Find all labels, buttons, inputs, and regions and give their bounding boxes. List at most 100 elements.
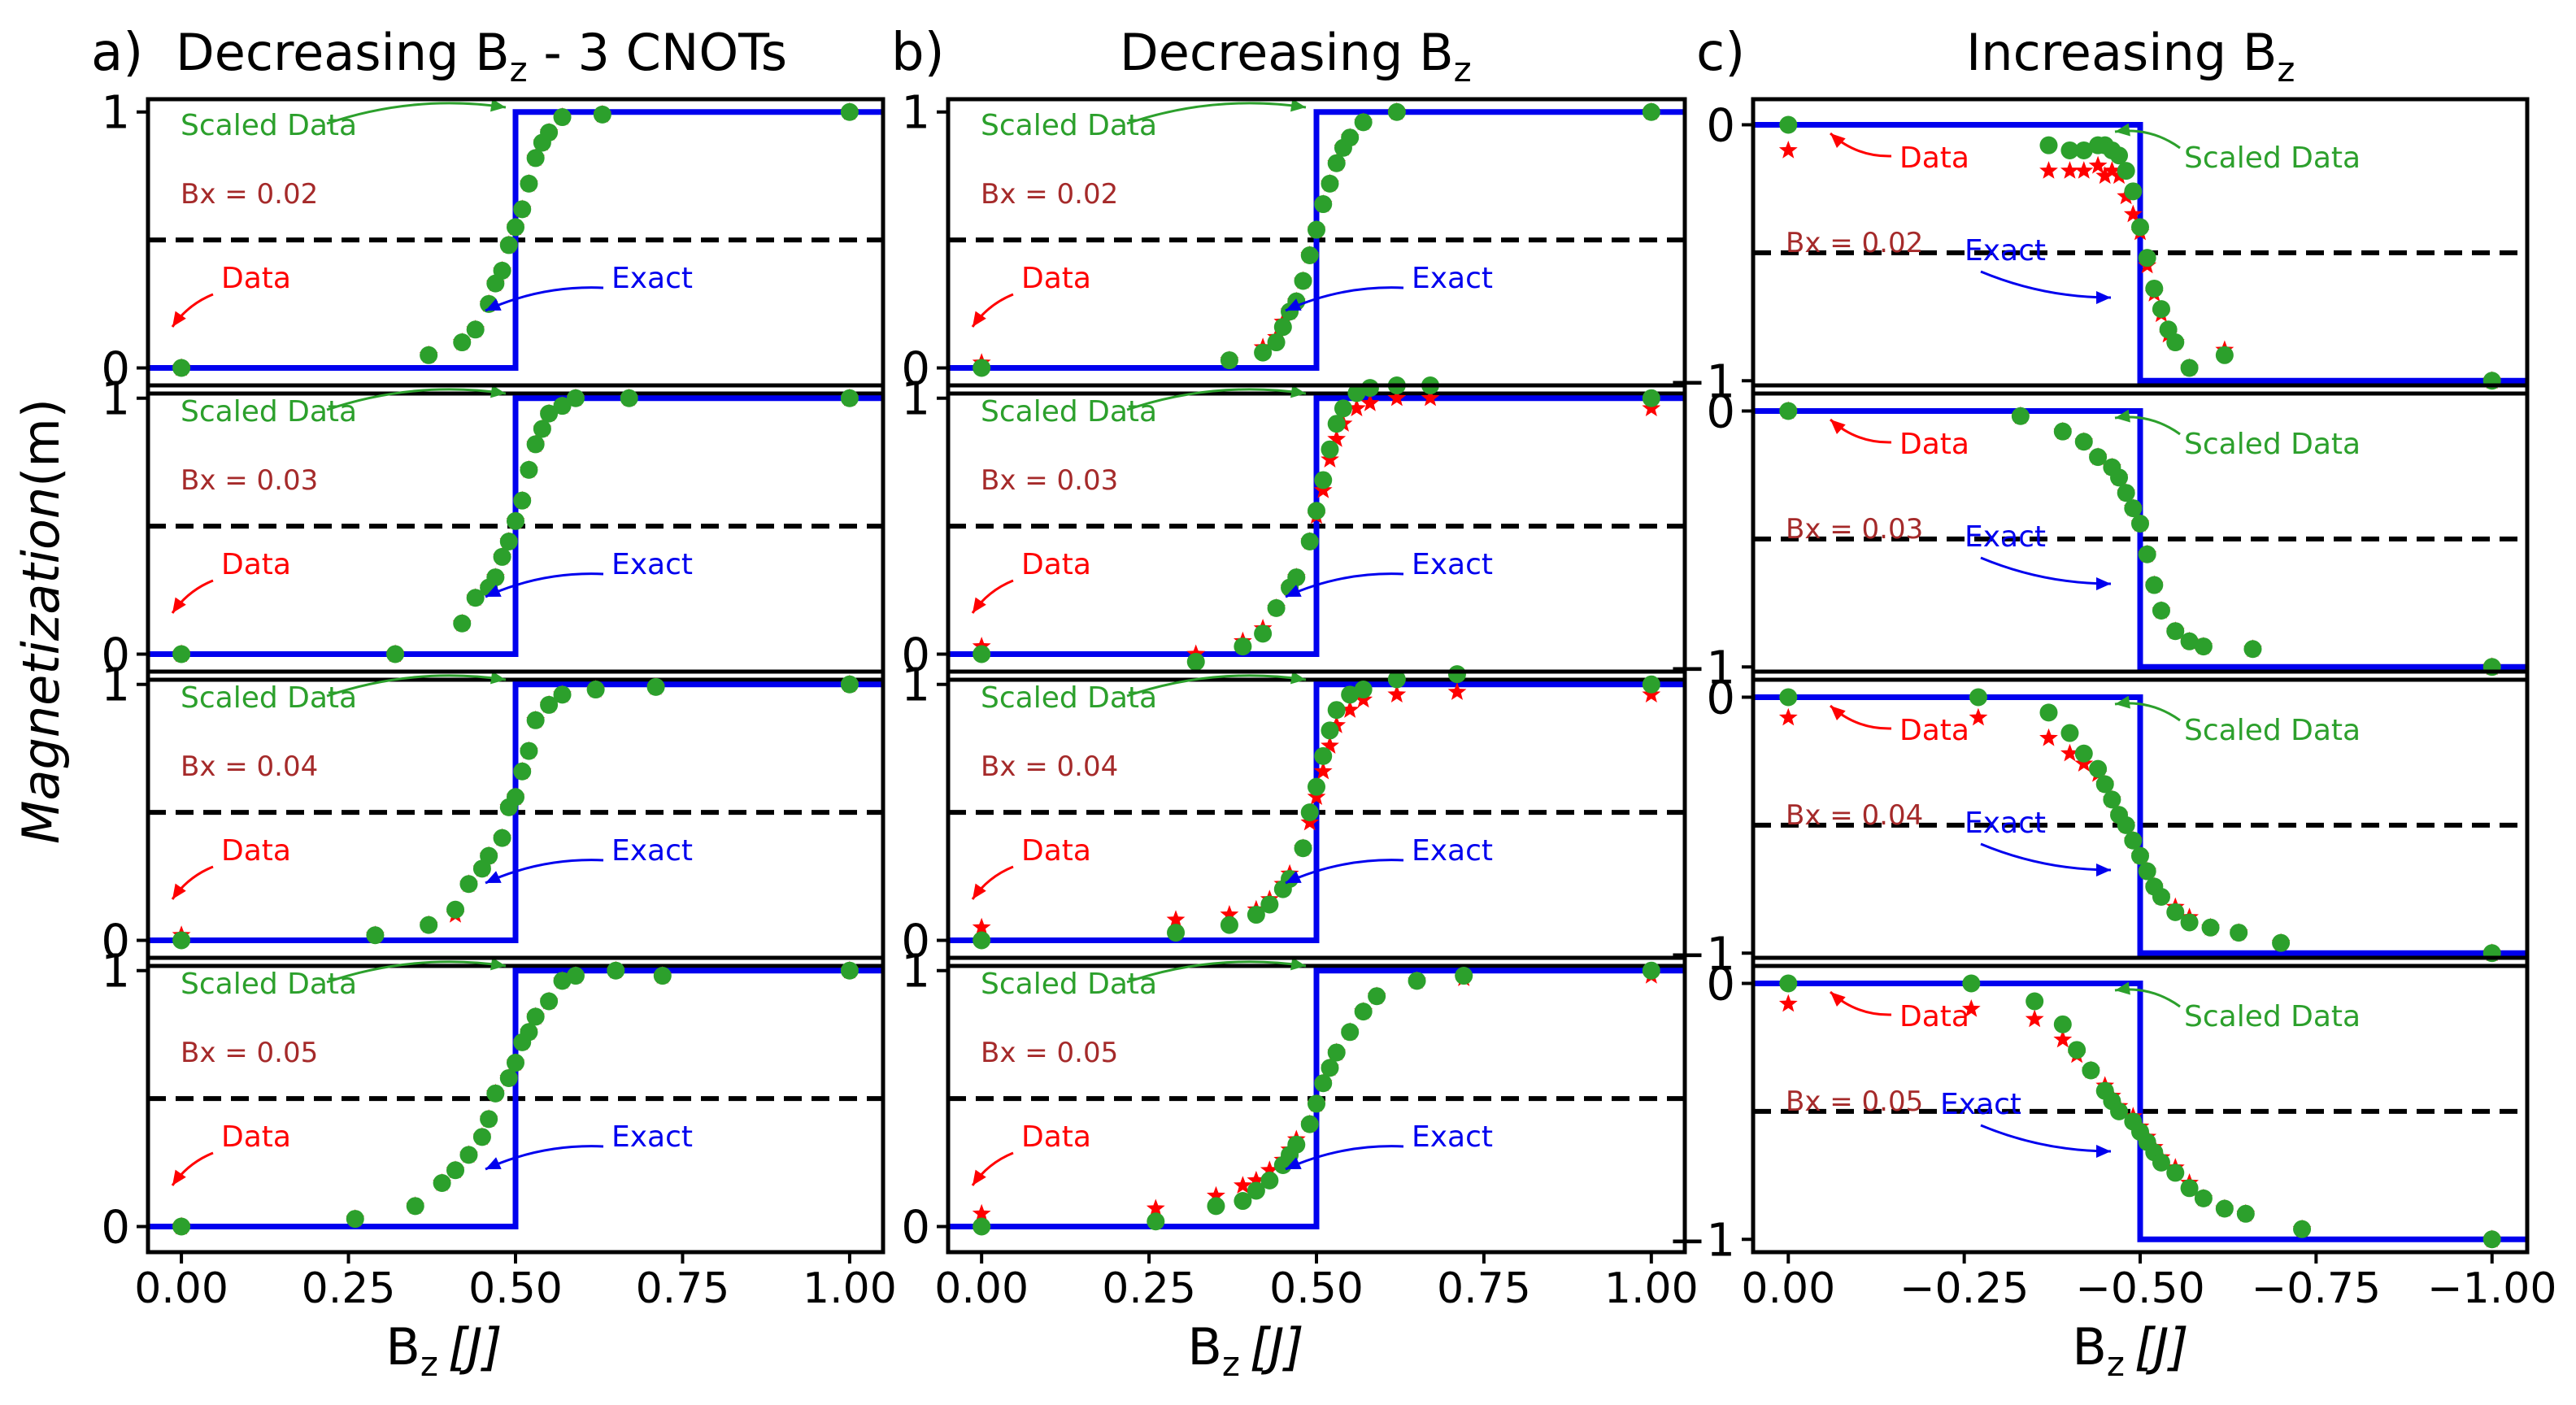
- scaled-data-point: [2482, 1230, 2501, 1249]
- scaled-data-point: [620, 389, 638, 407]
- scaled-data-point: [1341, 685, 1360, 704]
- data-point: [2060, 161, 2079, 179]
- exact-annotation: Exact: [1965, 520, 2046, 554]
- scaled-data-point: [513, 491, 532, 510]
- y-tick-label: −1: [1668, 642, 1735, 694]
- scaled-data-point: [1294, 272, 1312, 290]
- scaled-data-point: [1354, 1003, 1373, 1021]
- data-point: [2025, 1009, 2044, 1028]
- exact-arrow-head: [2096, 577, 2111, 590]
- exact-series-line: [948, 395, 1685, 658]
- scaled-data-point: [553, 685, 572, 704]
- scaled-data-point: [1220, 916, 1238, 934]
- bx-label: Bx = 0.05: [981, 1037, 1118, 1069]
- scaled-data-point: [2166, 903, 2185, 921]
- scaled-data-point: [486, 1084, 505, 1103]
- scaled-data-point: [2138, 862, 2156, 881]
- data-point: [1778, 141, 1798, 159]
- scaled-data-point: [1327, 415, 1346, 433]
- scaled-data-point: [2117, 484, 2135, 502]
- subplot-frame: [146, 383, 886, 682]
- scaled-data-point: [1267, 598, 1286, 617]
- exact-annotation: Exact: [611, 834, 693, 868]
- exact-arrow-head: [2096, 291, 2111, 304]
- scaled-data-annotation: Scaled Data: [181, 681, 357, 715]
- scaled-data-point: [2089, 759, 2108, 778]
- x-tick-label: 0.00: [1741, 1264, 1835, 1313]
- scaled-data-point: [2124, 182, 2143, 201]
- data-point: [1421, 388, 1440, 407]
- bx-label: Bx = 0.03: [981, 464, 1118, 497]
- scaled-data-point: [2074, 433, 2093, 451]
- scaled-arrow-head: [490, 957, 506, 971]
- data-annotation: Data: [1021, 548, 1091, 581]
- scaled-data-point: [1360, 379, 1379, 398]
- exact-annotation: Exact: [1412, 262, 1493, 295]
- svg-text:Bz[J]: Bz [J]: [2072, 1317, 2188, 1384]
- data-annotation: Data: [1021, 1120, 1091, 1154]
- exact-arrow-head: [2096, 1145, 2111, 1158]
- scaled-data-point: [2124, 831, 2143, 850]
- scaled-data-point: [2166, 622, 2185, 641]
- scaled-data-point: [1314, 746, 1333, 765]
- y-tick-label: 1: [901, 373, 930, 426]
- scaled-data-point: [646, 677, 665, 696]
- exact-arrow-head: [485, 871, 502, 883]
- scaled-arrow-head: [490, 671, 506, 685]
- subplot-2: 0 −1 Scaled Data Data Bx = 0.03 Exact: [1668, 383, 2530, 694]
- scaled-data-point: [2215, 1199, 2234, 1218]
- bx-label: Bx = 0.03: [181, 464, 318, 497]
- data-point: [1300, 812, 1320, 831]
- x-tick-label: 0.00: [934, 1264, 1029, 1313]
- exact-arrow-head: [2096, 863, 2111, 876]
- data-point: [1447, 682, 1467, 700]
- scaled-data-point: [1321, 440, 1339, 459]
- exact-arrow-line: [1980, 556, 2112, 585]
- scaled-data-point: [1642, 675, 1660, 694]
- scaled-data-point: [2194, 1189, 2213, 1207]
- exact-arrow-line: [485, 1145, 604, 1171]
- scaled-data-point: [2082, 1061, 2100, 1080]
- x-tick-label: −0.75: [2252, 1264, 2381, 1313]
- data-point: [2074, 161, 2094, 179]
- scaled-data-point: [586, 681, 605, 699]
- scaled-arrow-line: [1126, 960, 1307, 984]
- y-tick-label: 1: [901, 946, 930, 998]
- scaled-data-annotation: Scaled Data: [2184, 1000, 2361, 1033]
- scaled-data-point: [2074, 744, 2093, 763]
- exact-annotation: Exact: [1965, 234, 2046, 268]
- scaled-data-point: [1308, 1094, 1325, 1113]
- scaled-arrow-line: [326, 102, 507, 125]
- scaled-data-point: [446, 1161, 465, 1180]
- data-arrow-head: [973, 1169, 986, 1185]
- y-tick-label: 0: [901, 1202, 930, 1255]
- exact-arrow-head: [1286, 585, 1302, 597]
- scaled-data-point: [2138, 545, 2156, 563]
- exact-series-line: [1753, 407, 2527, 670]
- data-arrow-head: [973, 883, 986, 899]
- data-point: [1347, 398, 1366, 416]
- scaled-data-point: [540, 695, 559, 714]
- data-point: [972, 1203, 991, 1222]
- scaled-data-point: [520, 742, 538, 760]
- data-annotation: Data: [1899, 428, 1969, 461]
- data-point: [1321, 736, 1339, 754]
- scaled-arrow-line: [1126, 102, 1307, 125]
- y-tick-label: 0: [901, 343, 930, 396]
- y-tick-label: −1: [1668, 928, 1735, 981]
- scaled-arrow-head: [490, 98, 506, 112]
- data-point: [1642, 398, 1661, 416]
- scaled-data-point: [2180, 632, 2199, 650]
- scaled-data-point: [526, 1007, 545, 1026]
- scaled-data-point: [2117, 816, 2135, 834]
- svg-text:a): a): [91, 23, 143, 83]
- exact-arrow-line: [485, 286, 604, 312]
- subplot-2: 0 1 Scaled Data Bx = 0.03 Data Exact: [901, 373, 1687, 682]
- panel-c-title: c) Increasing Bz: [1696, 23, 2295, 89]
- exact-arrow-head: [1286, 1157, 1302, 1169]
- scaled-data-point: [1387, 670, 1406, 689]
- scaled-data-annotation: Scaled Data: [2184, 141, 2361, 175]
- y-tick-label: 0: [101, 343, 130, 396]
